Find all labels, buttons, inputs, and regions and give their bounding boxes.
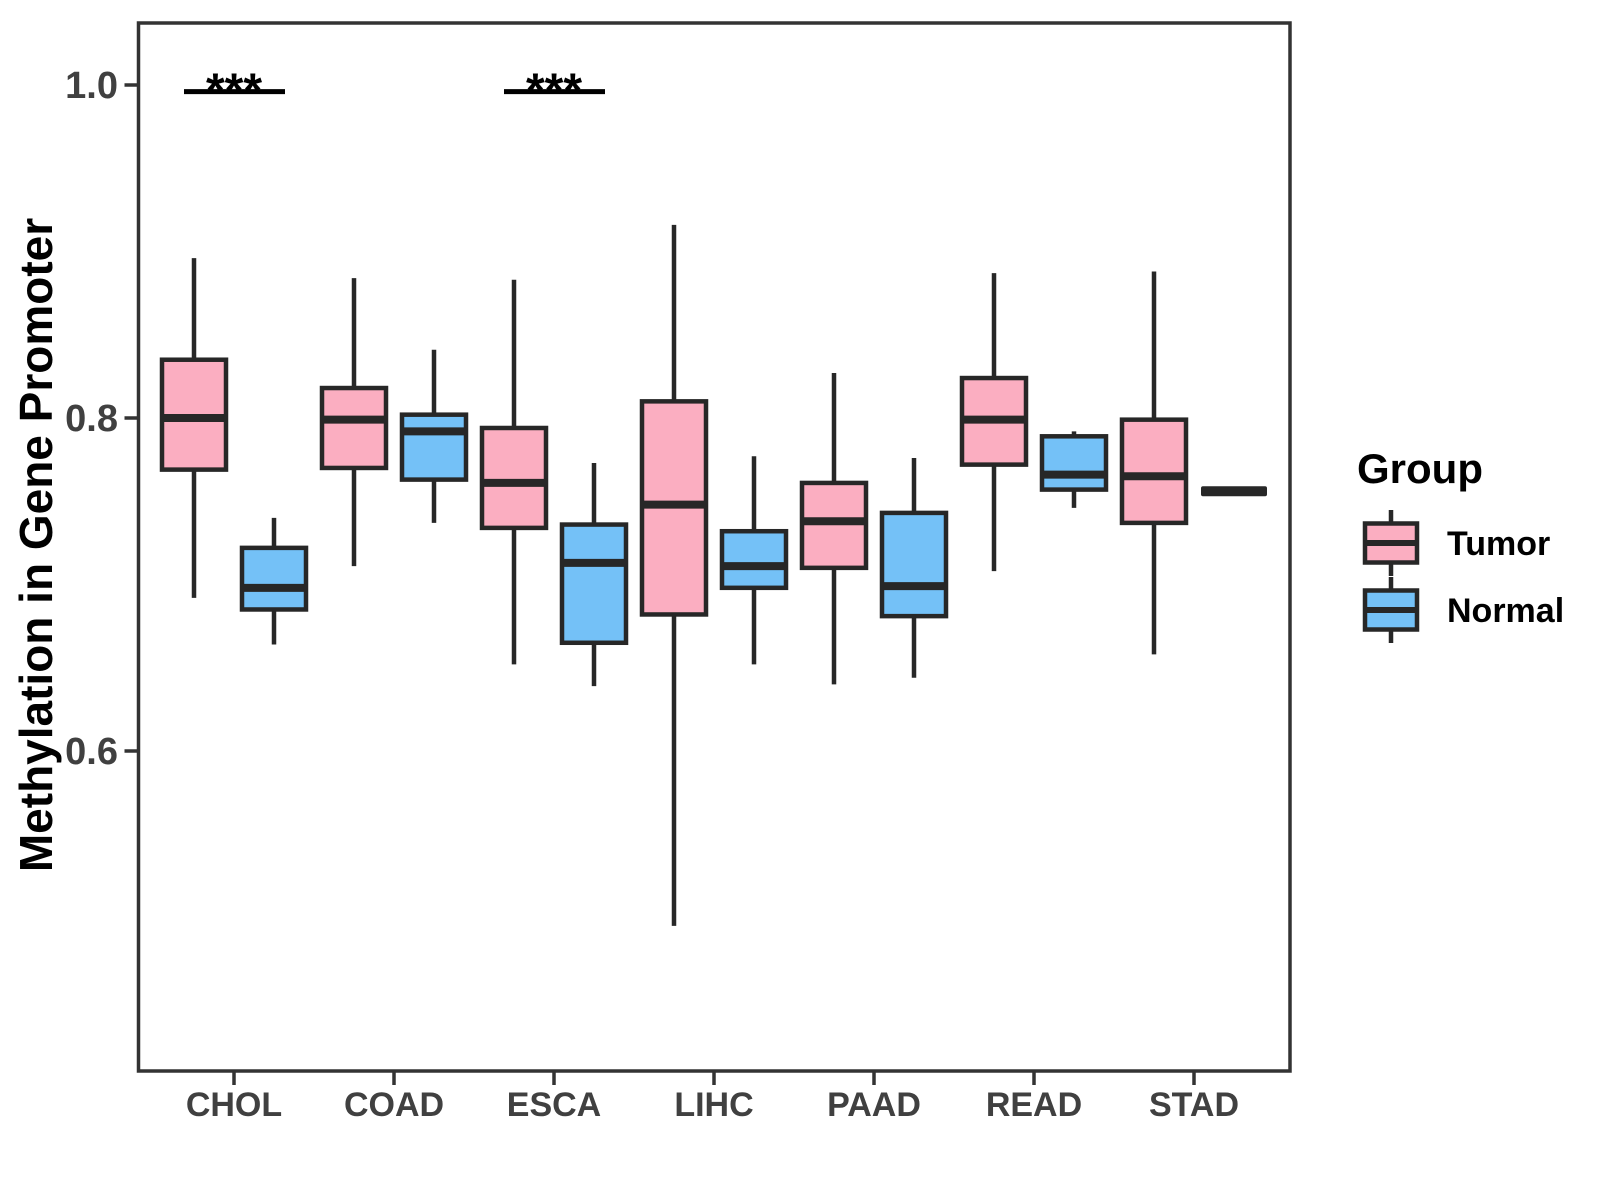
legend-key-tumor: Tumor bbox=[1362, 510, 1550, 576]
boxplot-chol-normal bbox=[239, 517, 309, 645]
x-axis-tick-label: PAAD bbox=[827, 1086, 921, 1124]
iqr-box bbox=[559, 522, 629, 646]
legend: Group Tumor Normal bbox=[1357, 445, 1564, 643]
iqr-box bbox=[479, 425, 549, 531]
iqr-box bbox=[879, 510, 949, 619]
iqr-box bbox=[239, 545, 309, 612]
x-axis-tick-label: CHOL bbox=[186, 1086, 282, 1124]
x-axis-tick-label: COAD bbox=[344, 1086, 444, 1124]
significance-stars: *** bbox=[206, 65, 262, 118]
iqr-box bbox=[1119, 417, 1189, 526]
legend-key-normal: Normal bbox=[1362, 577, 1564, 643]
boxplot-paad-normal bbox=[879, 457, 949, 678]
x-axis-tick-label: LIHC bbox=[674, 1086, 753, 1124]
iqr-box bbox=[799, 480, 869, 571]
y-axis-tick-label: 1.0 bbox=[65, 65, 118, 107]
boxplot-chol-tumor bbox=[159, 258, 229, 598]
x-axis-tick-label: STAD bbox=[1149, 1086, 1239, 1124]
significance-stars: *** bbox=[526, 65, 582, 118]
boxplot-lihc-tumor bbox=[639, 224, 709, 926]
median-line bbox=[1201, 486, 1267, 497]
boxplot-coad-tumor bbox=[319, 278, 389, 567]
boxplot-stad-tumor bbox=[1119, 271, 1189, 655]
boxplot-coad-normal bbox=[399, 349, 469, 523]
boxplot-lihc-normal bbox=[719, 456, 789, 665]
plot-panel-border bbox=[136, 21, 1292, 1073]
x-axis-tick-label: ESCA bbox=[507, 1086, 601, 1124]
iqr-box bbox=[1039, 434, 1109, 492]
boxplot-esca-normal bbox=[559, 462, 629, 687]
legend-title: Group bbox=[1357, 445, 1483, 492]
boxplot-esca-tumor bbox=[479, 279, 549, 665]
significance-annotation-chol: *** bbox=[184, 65, 285, 118]
y-axis-tick-label: 0.6 bbox=[65, 731, 118, 773]
y-axis-title: Methylation in Gene Promoter bbox=[10, 218, 62, 872]
boxplot-paad-tumor bbox=[799, 373, 869, 685]
y-axis-tick-label: 0.8 bbox=[65, 398, 118, 440]
boxplot-stad-normal bbox=[1201, 486, 1267, 497]
x-axis-tick-label: READ bbox=[986, 1086, 1082, 1124]
legend-label: Tumor bbox=[1447, 525, 1550, 563]
significance-annotation-esca: *** bbox=[504, 65, 605, 118]
iqr-box bbox=[399, 412, 469, 482]
iqr-box bbox=[319, 385, 389, 471]
boxplot-read-tumor bbox=[959, 273, 1029, 572]
iqr-box bbox=[719, 528, 789, 591]
boxplot-read-normal bbox=[1039, 431, 1109, 508]
legend-label: Normal bbox=[1447, 592, 1564, 630]
